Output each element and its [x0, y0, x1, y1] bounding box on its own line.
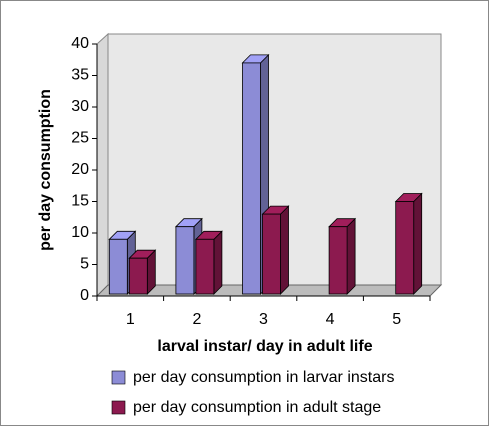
bar [242, 62, 261, 295]
x-tick-label: 3 [259, 311, 268, 328]
bar [395, 201, 415, 295]
bar-side [346, 217, 356, 295]
x-tick-label: 1 [126, 311, 135, 328]
x-axis-label: larval instar/ day in adult life [157, 338, 372, 355]
bar [175, 226, 195, 295]
bar [195, 238, 215, 295]
y-tick-label: 25 [71, 130, 89, 147]
bar [108, 238, 128, 295]
bar [262, 213, 281, 295]
y-tick-label: 15 [71, 193, 89, 210]
legend-label: per day consumption in larvar instars [133, 369, 394, 386]
y-tick-label: 35 [71, 67, 89, 84]
bar-side [280, 205, 289, 295]
y-tick-label: 10 [71, 224, 89, 241]
bar [128, 257, 148, 295]
x-tick-label: 5 [392, 311, 401, 328]
y-tick-label: 5 [80, 256, 89, 273]
y-tick-label: 40 [71, 35, 89, 52]
x-tick-label: 2 [192, 311, 201, 328]
y-tick-label: 30 [71, 98, 89, 115]
x-tick-label: 4 [326, 311, 335, 328]
bar [328, 226, 348, 295]
bar-side [213, 230, 223, 295]
y-tick-label: 0 [80, 287, 89, 304]
side-wall [96, 32, 109, 298]
y-tick-label: 20 [71, 161, 89, 178]
legend-swatch [111, 400, 126, 415]
y-axis-label: per day consumption [37, 89, 54, 251]
legend-swatch [111, 370, 126, 385]
bar-side [413, 192, 423, 295]
legend-label: per day consumption in adult stage [133, 399, 381, 416]
